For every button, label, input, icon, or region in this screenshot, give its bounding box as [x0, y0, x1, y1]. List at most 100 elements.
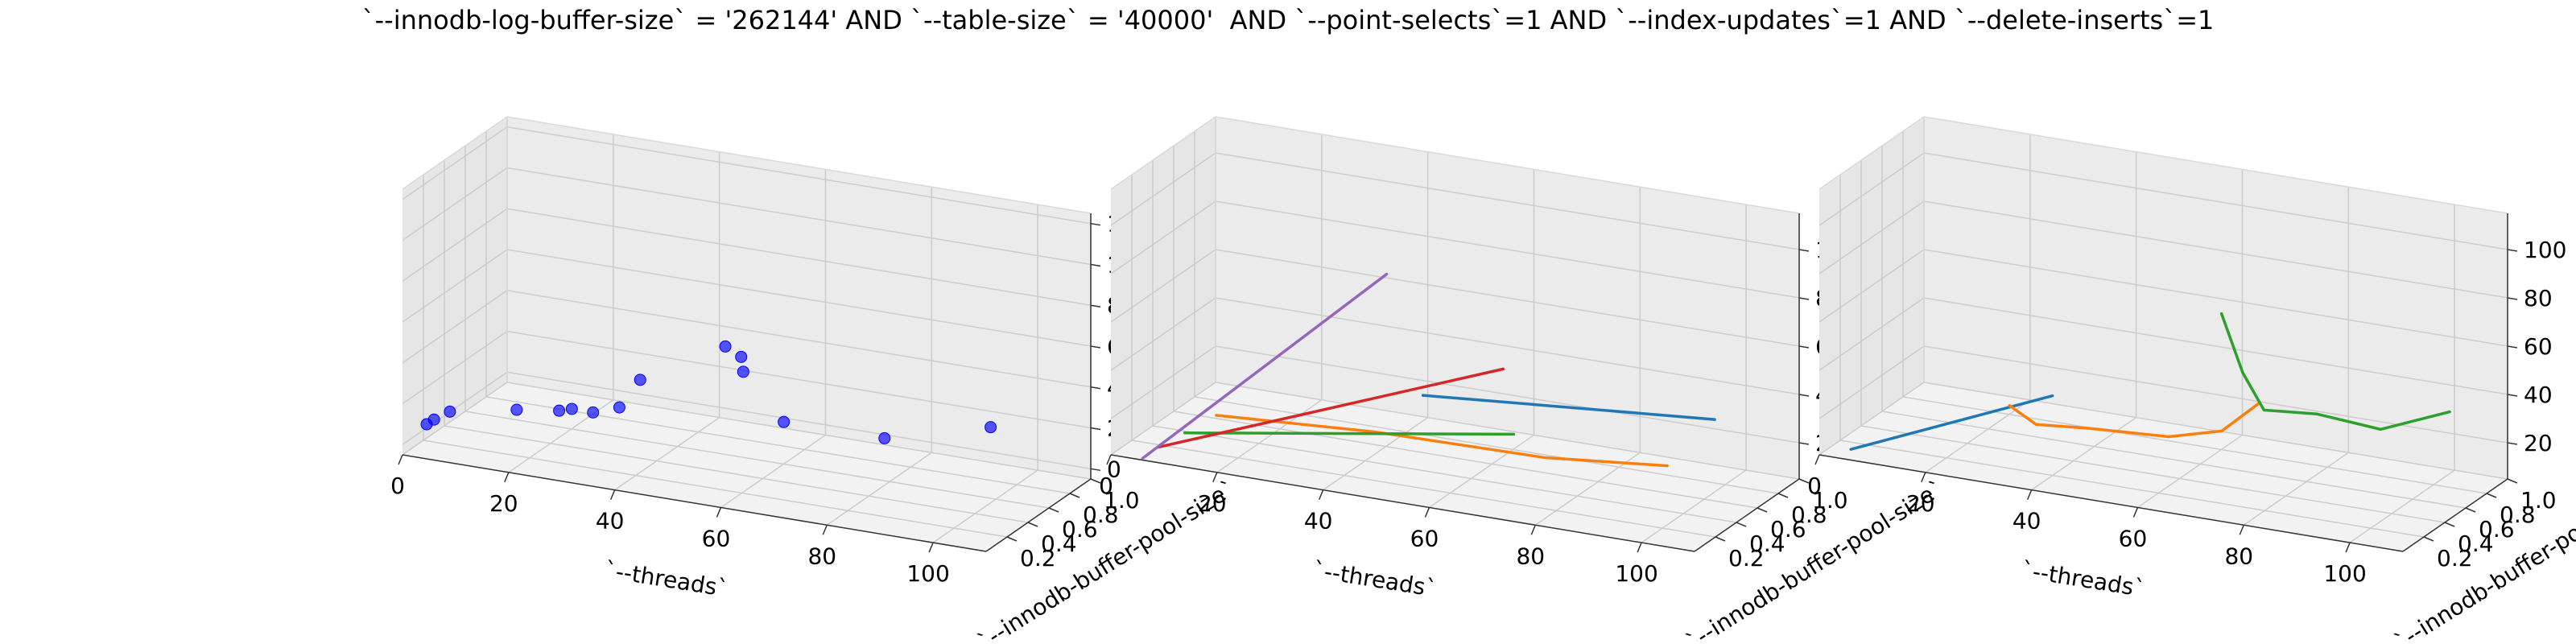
subplot-lines-middle: 0204060801000.20.40.60.81.020406080100`-…	[1099, 116, 1949, 644]
series-line-3	[2219, 312, 2451, 431]
series-line-2	[2008, 402, 2260, 439]
x-tick-mark	[1530, 524, 1536, 535]
series-line-1	[1849, 394, 2054, 451]
x-tick-label: 0	[1099, 473, 1113, 499]
z-tick-mark	[2507, 249, 2518, 252]
x-tick-mark	[2345, 542, 2351, 553]
series-line-4	[1157, 367, 1505, 449]
series-line-5	[1141, 272, 1389, 460]
z-tick-label: 100	[2524, 237, 2566, 263]
y-gridline	[1173, 146, 1758, 509]
series-line-2	[1215, 414, 1669, 468]
y-tick-label: 0.4	[2458, 530, 2494, 557]
y-tick-label: 0.8	[1083, 502, 1119, 528]
z-tick-label: 40	[2524, 382, 2553, 408]
z-tick-label: 60	[2524, 333, 2553, 360]
z-tick-mark	[1798, 394, 1810, 397]
y-tick-mark	[1027, 522, 1038, 527]
z-tick-mark	[2507, 297, 2518, 300]
y-gridline	[444, 160, 1029, 523]
x-tick-mark	[1106, 454, 1112, 465]
z-tick-mark	[1798, 297, 1810, 300]
x-tick-label: 40	[1304, 508, 1333, 535]
y-tick-mark	[1048, 507, 1059, 513]
y-tick-label: 0.6	[1062, 516, 1098, 543]
y-gridline	[1860, 160, 2446, 523]
y-tick-label: 0.6	[2479, 516, 2515, 543]
x-tick-mark	[2026, 489, 2033, 500]
x-tick-label: 80	[807, 543, 836, 569]
x-tick-mark	[2239, 524, 2244, 535]
y-tick-label: 0.2	[2437, 545, 2473, 572]
y-gridline	[423, 175, 1008, 538]
x-tick-label: 20	[1198, 490, 1227, 517]
y-tick-mark	[1006, 536, 1018, 542]
y-tick-label: 1.0	[2520, 487, 2557, 514]
x-tick-label: 40	[596, 508, 625, 535]
z-tick-mark	[1798, 442, 1810, 445]
y-tick-mark	[2465, 507, 2476, 513]
y-tick-mark	[2444, 522, 2455, 527]
y-tick-mark	[1069, 493, 1080, 498]
z-tick-mark	[1090, 222, 1101, 226]
x-tick-mark	[1637, 542, 1642, 553]
z-tick-mark	[2507, 394, 2518, 397]
data-point	[553, 404, 566, 417]
x-axis-line	[402, 454, 987, 552]
y-gridline	[1131, 175, 1716, 538]
x-tick-mark	[2132, 507, 2139, 518]
y-tick-mark	[1736, 522, 1747, 527]
y-axis-line	[985, 478, 1092, 552]
data-point	[878, 431, 891, 444]
data-point	[613, 401, 625, 414]
z-tick-mark	[1798, 345, 1810, 349]
x-tick-label: 100	[1615, 560, 1657, 587]
x-axis-label: `--threads`	[603, 556, 730, 602]
z-tick-mark	[1090, 468, 1101, 472]
y-gridline	[464, 146, 1050, 509]
x-tick-label: 40	[2013, 508, 2041, 535]
x-axis-line	[1110, 454, 1695, 552]
x-tick-mark	[928, 542, 934, 553]
data-point	[719, 340, 732, 353]
x-tick-label: 80	[2224, 543, 2253, 569]
z-tick-label: 20	[2524, 430, 2553, 456]
series-line-3	[1183, 431, 1516, 436]
y-axis-line	[2402, 478, 2508, 552]
z-tick-mark	[1090, 386, 1101, 390]
y-tick-label: 0.8	[2500, 502, 2536, 528]
y-tick-label: 1.0	[1104, 487, 1140, 514]
floor-pane	[1111, 382, 1799, 551]
x-tick-mark	[504, 472, 510, 483]
x-tick-label: 80	[1516, 543, 1545, 569]
y-tick-label: 1.0	[1812, 487, 1848, 514]
subplot-lines-right: 0204060801000.20.40.60.81.020406080100`-…	[1807, 116, 2576, 644]
x-axis-label: `--threads`	[2020, 556, 2147, 602]
data-point	[565, 402, 578, 415]
data-point	[444, 405, 456, 418]
z-tick-mark	[1090, 427, 1101, 431]
x-axis-line	[1818, 454, 2404, 552]
y-gridline	[1902, 131, 2487, 494]
x-tick-mark	[1212, 472, 1218, 483]
y-tick-label: 0.8	[1791, 502, 1827, 528]
y-tick-mark	[2423, 536, 2434, 542]
x-tick-label: 20	[489, 490, 518, 517]
y-tick-mark	[1798, 478, 1810, 484]
z-tick-mark	[2507, 442, 2518, 445]
x-tick-label: 0	[1807, 473, 1822, 499]
z-tick-mark	[1090, 263, 1101, 267]
x-tick-label: 100	[906, 560, 949, 587]
y-tick-mark	[2486, 493, 2497, 498]
y-gridline	[1839, 175, 2425, 538]
z-tick-mark	[1798, 249, 1810, 252]
series-line-1	[1421, 394, 1716, 421]
x-tick-mark	[1318, 489, 1324, 500]
data-point	[778, 415, 791, 428]
x-tick-label: 20	[1906, 490, 1935, 517]
y-axis-line	[1694, 478, 1800, 552]
data-point	[985, 421, 997, 434]
x-tick-mark	[398, 454, 403, 465]
z-tick-mark	[1090, 345, 1101, 349]
